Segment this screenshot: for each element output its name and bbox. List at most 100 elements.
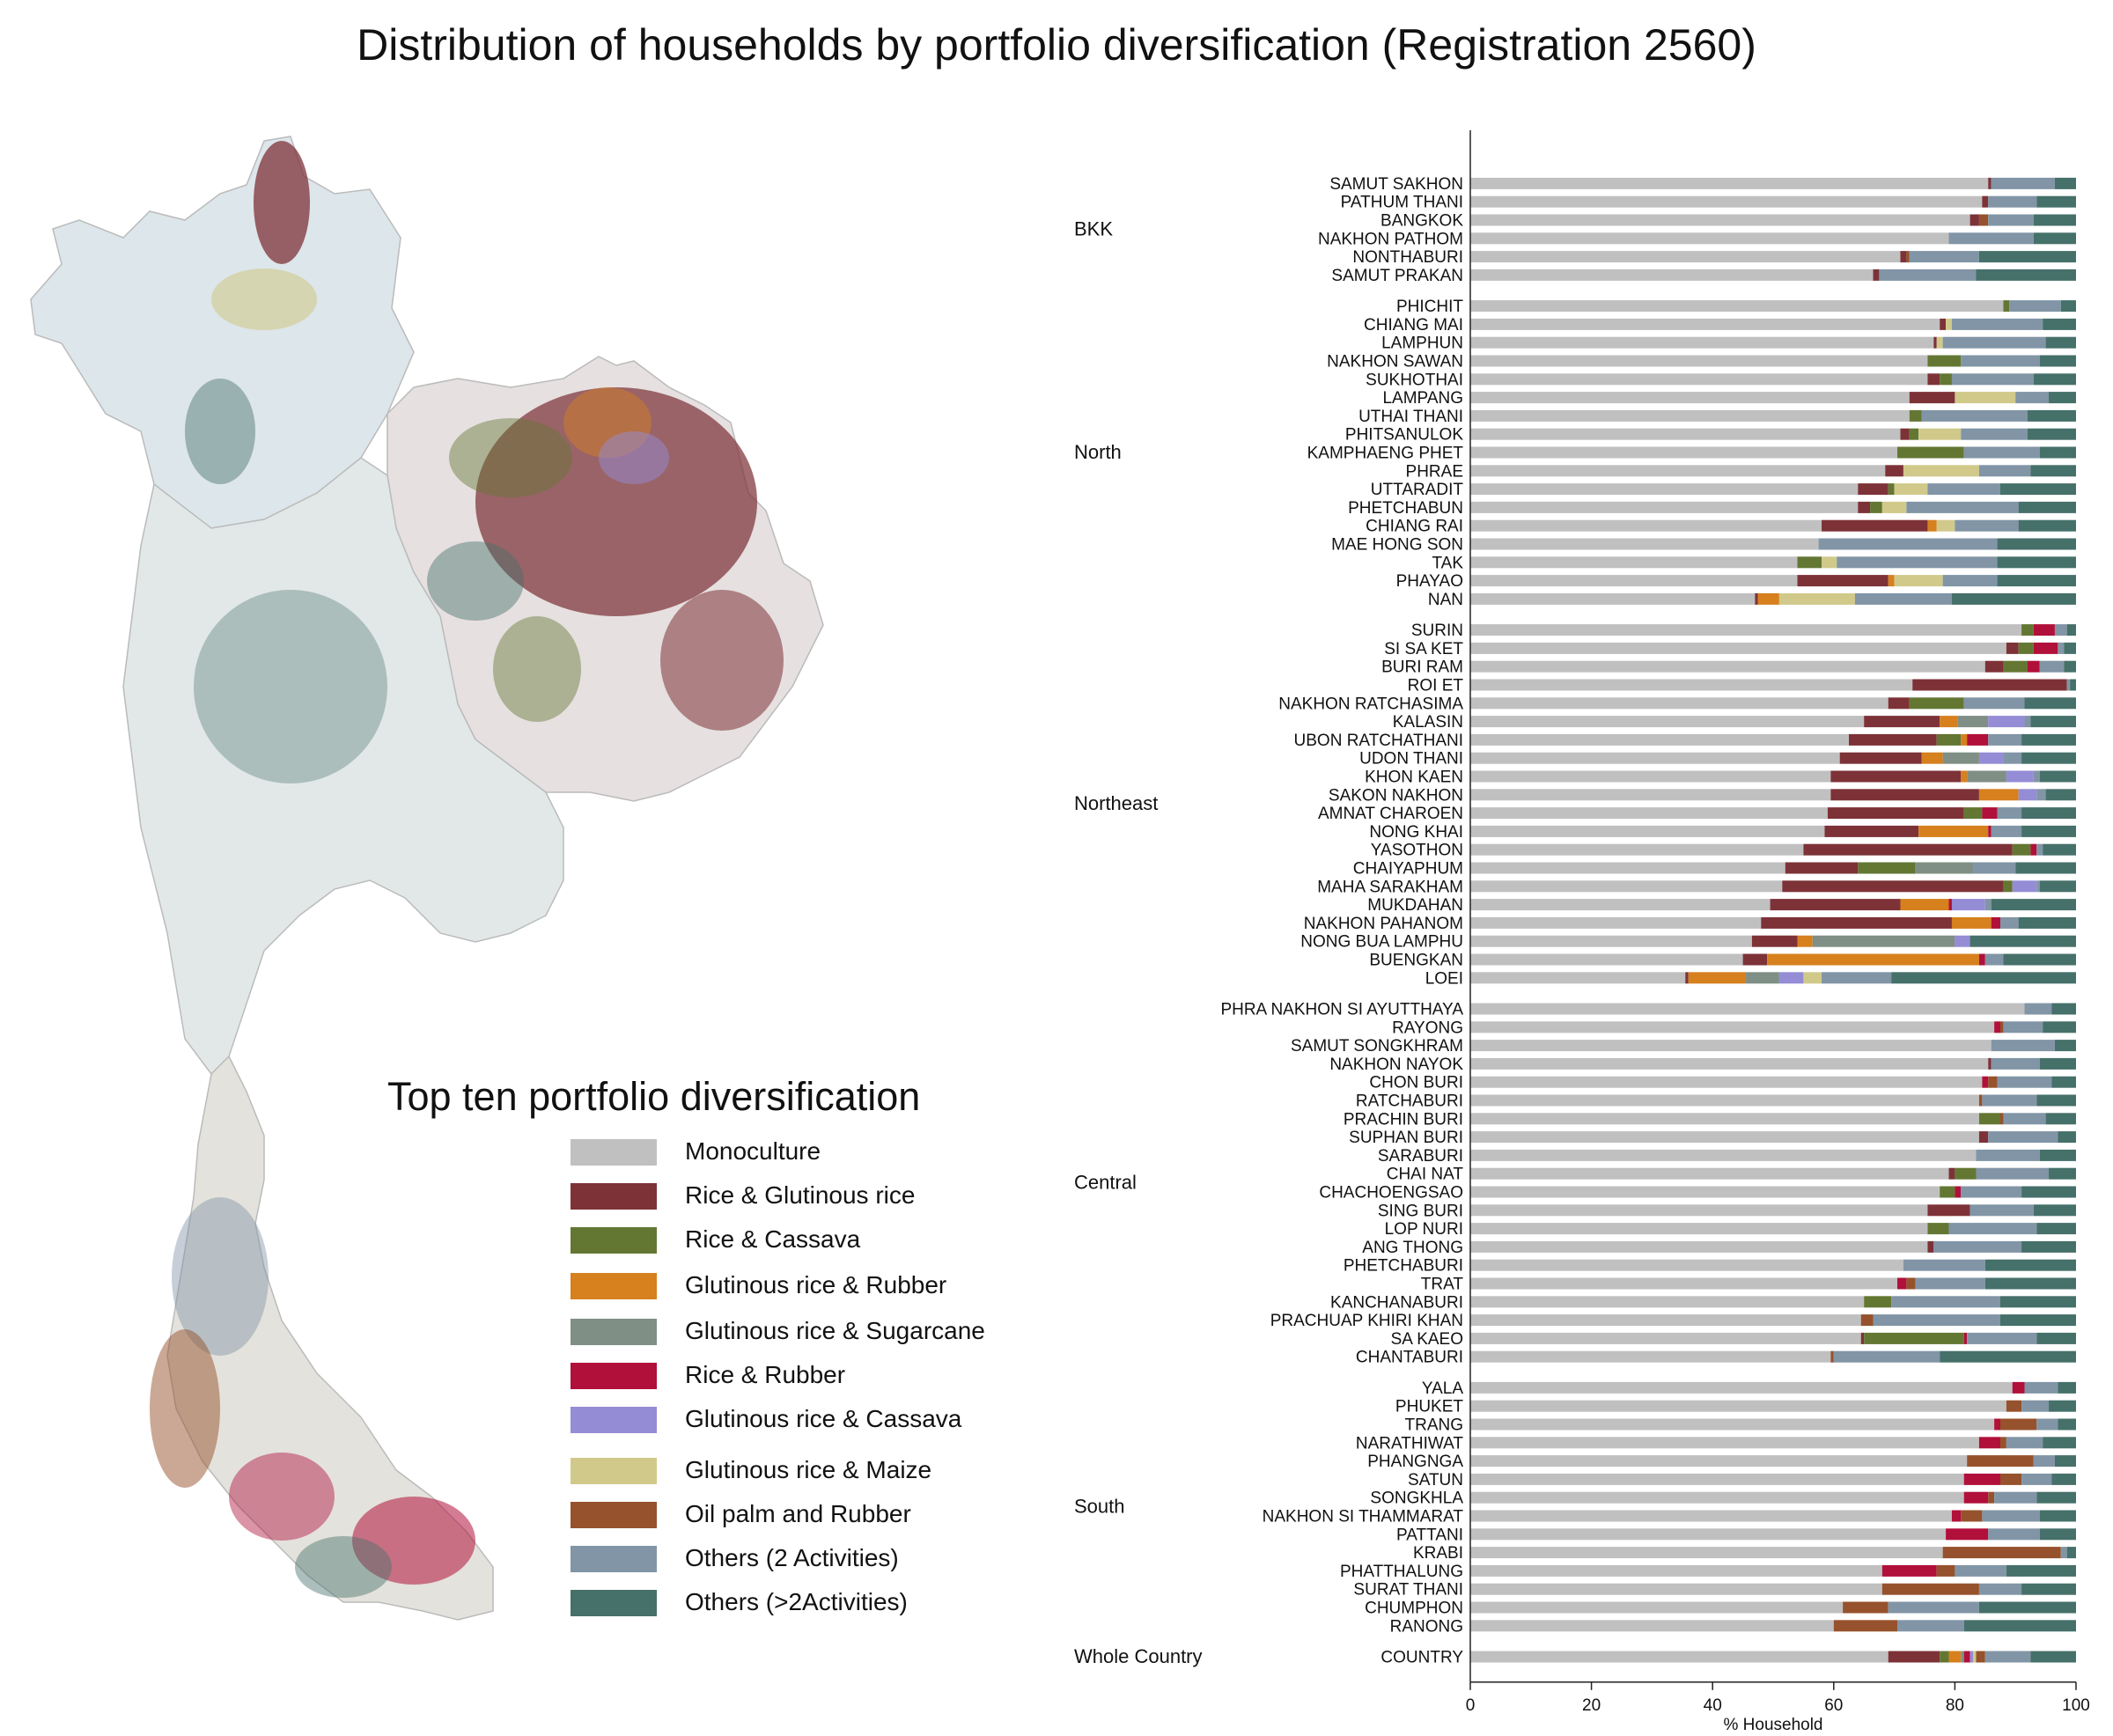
region-label: South (1074, 1496, 1125, 1518)
bar-segment (1881, 501, 1907, 513)
bar-segment (1812, 935, 1955, 947)
province-label: SAMUT SAKHON (1329, 175, 1463, 194)
province-label: NAN (1428, 591, 1463, 609)
bar-segment (1685, 972, 1689, 984)
bar-segment (1921, 409, 2028, 422)
bar-segment (1888, 1651, 1940, 1663)
bar-segment (1470, 483, 1859, 496)
bar-segment (1470, 355, 1928, 367)
province-label: UBON RATCHATHANI (1294, 732, 1463, 750)
bar-segment (2051, 1003, 2076, 1015)
bar-segment (1797, 575, 1888, 587)
legend-swatch (571, 1319, 657, 1345)
bar-segment (1803, 972, 1822, 984)
bar-segment (1470, 232, 1949, 245)
bar-segment (1830, 789, 1979, 801)
bar-segment (1470, 1564, 1882, 1577)
bar-segment (1822, 556, 1837, 569)
bar-segment (1988, 195, 2037, 208)
bar-segment (1997, 556, 2076, 569)
bar-segment (1991, 177, 2055, 189)
bar-segment (1470, 1021, 1995, 1034)
province-label: TRAT (1421, 1276, 1464, 1294)
province-label: ANG THONG (1362, 1239, 1463, 1257)
x-tick-label: 40 (1704, 1696, 1722, 1715)
province-label: CHUMPHON (1365, 1600, 1463, 1618)
bar-segment (1864, 1296, 1892, 1308)
bar-segment (1969, 1204, 2034, 1217)
bar-segment (2021, 1400, 2050, 1412)
bar-segment (1470, 409, 1910, 422)
bar-segment (2049, 1167, 2076, 1180)
province-label: NAKHON SAWAN (1327, 353, 1463, 371)
bar-segment (1961, 1651, 1964, 1663)
province-label: PRACHIN BURI (1344, 1110, 1463, 1129)
bar-segment (2006, 770, 2034, 783)
bar-segment (2015, 392, 2050, 404)
bar-segment (1470, 1473, 1964, 1485)
bar-segment (2000, 1473, 2022, 1485)
bar-segment (1470, 899, 1771, 911)
bar-segment (2064, 660, 2076, 673)
province-label: CHAI NAT (1387, 1166, 1464, 1184)
bar-segment (1470, 373, 1928, 386)
bar-segment (1991, 916, 2000, 929)
legend-label: Glutinous rice & Maize (685, 1456, 932, 1483)
province-label: PHETCHABURI (1344, 1257, 1463, 1276)
bar-segment (1470, 1131, 1979, 1144)
bar-segment (1967, 770, 2006, 783)
bar-segment (1927, 355, 1962, 367)
bar-segment (2043, 1437, 2076, 1449)
bar-segment (1873, 1314, 2000, 1327)
bar-segment (1936, 336, 1943, 349)
bar-segment (1837, 556, 1998, 569)
bar-segment (1976, 1149, 2040, 1161)
bar-segment (1988, 733, 2022, 746)
bar-segment (1470, 268, 1874, 281)
bar-segment (2021, 807, 2076, 820)
bar-segment (1470, 716, 1865, 728)
bar-segment (2058, 1131, 2076, 1144)
province-label: SAMUT PRAKAN (1331, 267, 1463, 285)
bar-segment (1470, 501, 1859, 513)
bar-segment (1470, 697, 1888, 710)
province-label: SURAT THANI (1353, 1581, 1463, 1600)
bar-segment (2021, 733, 2076, 746)
province-label: BANGKOK (1380, 212, 1463, 231)
bar-segment (1997, 538, 2076, 550)
map-central (122, 457, 564, 1076)
bar-segment (1909, 392, 1955, 404)
bar-segment (1951, 899, 1985, 911)
bar-segment (1881, 1583, 1979, 1595)
bar-segment (1864, 1332, 1964, 1344)
bar-segment (2049, 1400, 2076, 1412)
bar-segment (1470, 679, 1913, 691)
bar-segment (1967, 1332, 2037, 1344)
bar-segment (2051, 1473, 2076, 1485)
bar-segment (1978, 1583, 2022, 1595)
bar-segment (1936, 733, 1962, 746)
bar-segment (2012, 1381, 2025, 1394)
bar-segment (1470, 1601, 1844, 1614)
bar-segment (1940, 1350, 2076, 1363)
bar-segment (1906, 501, 2019, 513)
bar-segment (1858, 862, 1916, 874)
bar-segment (2036, 1223, 2076, 1235)
bar-segment (2000, 1296, 2076, 1308)
bar-segment (1948, 1167, 1955, 1180)
province-label: MAHA SARAKHAM (1317, 878, 1463, 896)
bar-segment (1470, 538, 1819, 550)
bar-segment (1915, 1277, 1985, 1290)
bar-segment (1888, 697, 1910, 710)
bar-segment (2006, 1400, 2022, 1412)
bar-segment (1988, 1076, 1998, 1088)
bar-segment (1824, 825, 1919, 837)
bar-segment (2036, 1418, 2058, 1431)
province-label: BUENGKAN (1369, 952, 1463, 970)
province-label: RAYONG (1392, 1019, 1463, 1037)
bar-segment (2066, 1547, 2076, 1559)
region-label: Northeast (1074, 792, 1158, 814)
bar-segment (1927, 519, 1937, 532)
bar-segment (2021, 624, 2034, 636)
bar-segment (1470, 642, 2006, 654)
